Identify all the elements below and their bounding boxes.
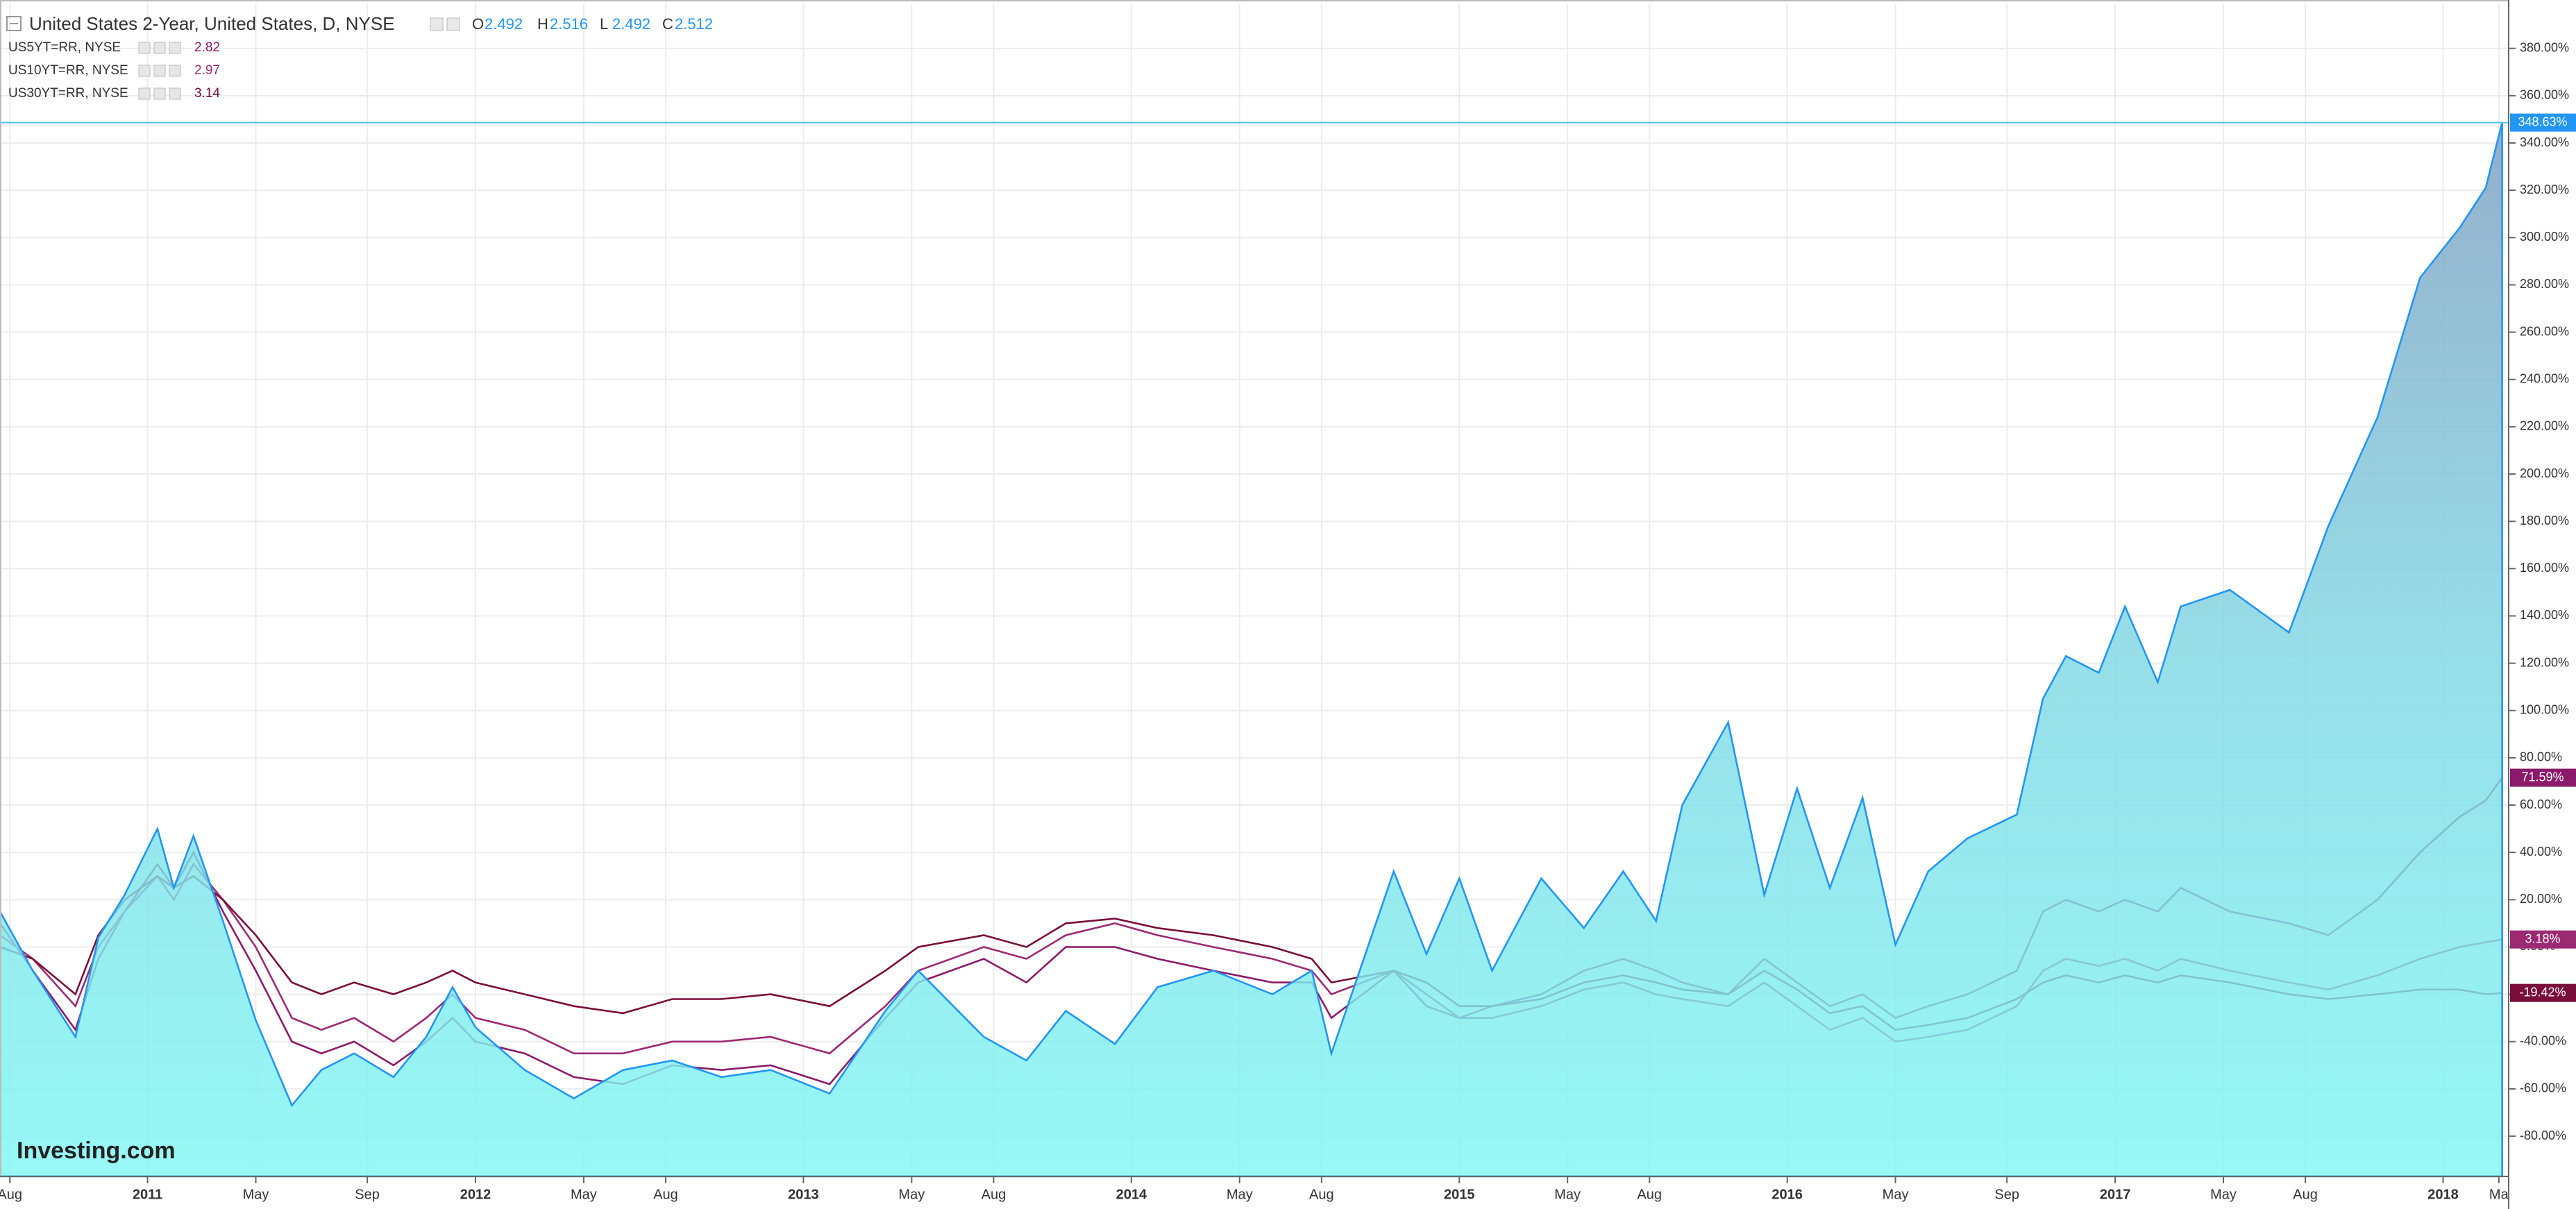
settings-icon[interactable]	[430, 17, 444, 31]
y-tick-label: -80.00%	[2520, 1128, 2566, 1142]
x-tick-label: Aug	[0, 1187, 22, 1202]
watermark: Investing.com	[17, 1138, 176, 1164]
legend-value: 2.97	[194, 63, 220, 78]
y-tick-label: 100.00%	[2520, 703, 2569, 717]
ohlc-label: L	[600, 15, 608, 33]
x-tick-label: 2015	[1444, 1187, 1475, 1202]
x-tick-label: 2014	[1116, 1187, 1147, 1202]
x-tick-label: 2017	[2100, 1187, 2131, 1202]
x-tick-label: 2016	[1771, 1187, 1803, 1202]
x-tick-label: 2012	[460, 1187, 491, 1202]
y-tick-label: 160.00%	[2520, 561, 2569, 575]
legend-icon	[153, 42, 166, 54]
ohlc-label: C	[662, 15, 673, 33]
ohlc-value: 2.492	[485, 15, 523, 33]
legend-value: 2.82	[194, 40, 220, 55]
x-tick-label: May	[1883, 1187, 1909, 1202]
x-tick-label: May	[1227, 1187, 1253, 1202]
end-label-box	[2510, 930, 2576, 949]
legend-icon	[138, 42, 151, 54]
hide-icon[interactable]	[446, 17, 460, 31]
x-tick-label: Aug	[653, 1187, 678, 1202]
ohlc-value: 2.492	[612, 15, 650, 33]
y-tick-label: 20.00%	[2520, 892, 2562, 906]
legend-value: 3.14	[194, 86, 220, 101]
legend-title: United States 2-Year, United States, D, …	[29, 13, 395, 34]
end-label: 71.59%	[2521, 770, 2564, 784]
legend-icon	[138, 87, 151, 100]
legend: United States 2-Year, United States, D, …	[6, 13, 713, 101]
y-tick-label: 220.00%	[2520, 419, 2569, 433]
end-label: 3.18%	[2525, 931, 2560, 945]
y-tick-label: 80.00%	[2520, 750, 2562, 764]
y-tick-label: 280.00%	[2520, 277, 2569, 291]
legend-icon	[169, 42, 181, 54]
legend-name: US10YT=RR, NYSE	[8, 63, 128, 78]
legend-name: US5YT=RR, NYSE	[8, 40, 121, 55]
x-tick-label: May	[2210, 1187, 2237, 1202]
y-tick-label: 360.00%	[2520, 88, 2569, 102]
end-label: -19.42%	[2519, 985, 2566, 999]
y-tick-label: 340.00%	[2520, 135, 2569, 149]
x-tick-label: Aug	[1309, 1187, 1334, 1202]
x-tick-label: Ma	[2489, 1187, 2509, 1202]
x-tick-label: May	[1554, 1187, 1581, 1202]
x-tick-label: Sep	[355, 1187, 380, 1202]
end-label-box	[2510, 983, 2576, 1002]
y-tick-label: 300.00%	[2520, 230, 2569, 244]
x-tick-label: 2013	[788, 1187, 819, 1202]
ohlc-label: H	[537, 15, 548, 33]
y-tick-label: 60.00%	[2520, 797, 2562, 811]
area-series	[0, 122, 2503, 1178]
ohlc-value: 2.516	[550, 15, 588, 33]
plot	[0, 121, 2509, 1178]
legend-icon	[169, 87, 181, 100]
y-tick-label: -60.00%	[2520, 1081, 2566, 1095]
y-tick-label: 320.00%	[2520, 183, 2569, 196]
legend-icon	[169, 65, 181, 77]
y-tick-label: 380.00%	[2520, 40, 2569, 54]
legend-name: US30YT=RR, NYSE	[8, 86, 128, 101]
collapse-icon[interactable]	[6, 16, 22, 31]
ohlc-value: 2.512	[675, 15, 713, 33]
x-tick-label: Aug	[982, 1187, 1007, 1202]
legend-icon	[153, 87, 166, 100]
x-tick-label: Sep	[1994, 1187, 2019, 1202]
y-tick-label: 180.00%	[2520, 514, 2569, 527]
x-tick-label: May	[571, 1187, 597, 1202]
y-tick-label: 120.00%	[2520, 655, 2569, 669]
end-label-box	[2510, 113, 2576, 132]
ohlc-label: O	[472, 15, 484, 33]
legend-icon	[138, 65, 151, 77]
x-tick-label: 2011	[133, 1187, 162, 1202]
x-tick-label: Aug	[1637, 1187, 1662, 1202]
y-tick-label: -40.00%	[2520, 1034, 2566, 1048]
end-label: 348.63%	[2518, 115, 2567, 128]
end-label-box	[2510, 768, 2576, 787]
y-tick-label: 200.00%	[2520, 466, 2569, 480]
legend-icon	[153, 65, 166, 77]
y-tick-label: 140.00%	[2520, 608, 2569, 622]
x-tick-label: May	[243, 1187, 269, 1202]
y-tick-label: 260.00%	[2520, 324, 2569, 338]
x-tick-label: Aug	[2293, 1187, 2318, 1202]
x-tick-label: 2018	[2427, 1187, 2459, 1202]
x-tick-label: May	[898, 1187, 925, 1202]
y-tick-label: 40.00%	[2520, 845, 2562, 859]
y-tick-label: 240.00%	[2520, 372, 2569, 386]
